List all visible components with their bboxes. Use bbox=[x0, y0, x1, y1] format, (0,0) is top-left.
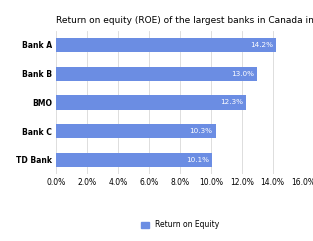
Bar bbox=[56, 153, 213, 167]
Legend: Return on Equity: Return on Equity bbox=[141, 221, 219, 229]
Text: 10.3%: 10.3% bbox=[189, 128, 213, 134]
Text: 10.1%: 10.1% bbox=[186, 157, 209, 163]
Text: 14.2%: 14.2% bbox=[250, 42, 273, 48]
Bar bbox=[56, 67, 257, 81]
Text: 13.0%: 13.0% bbox=[231, 71, 254, 77]
Bar bbox=[56, 124, 216, 138]
Text: 12.3%: 12.3% bbox=[220, 100, 243, 105]
Bar bbox=[56, 95, 246, 110]
Bar bbox=[56, 38, 276, 52]
Text: Return on equity (ROE) of the largest banks in Canada in 2023: Return on equity (ROE) of the largest ba… bbox=[56, 16, 313, 25]
